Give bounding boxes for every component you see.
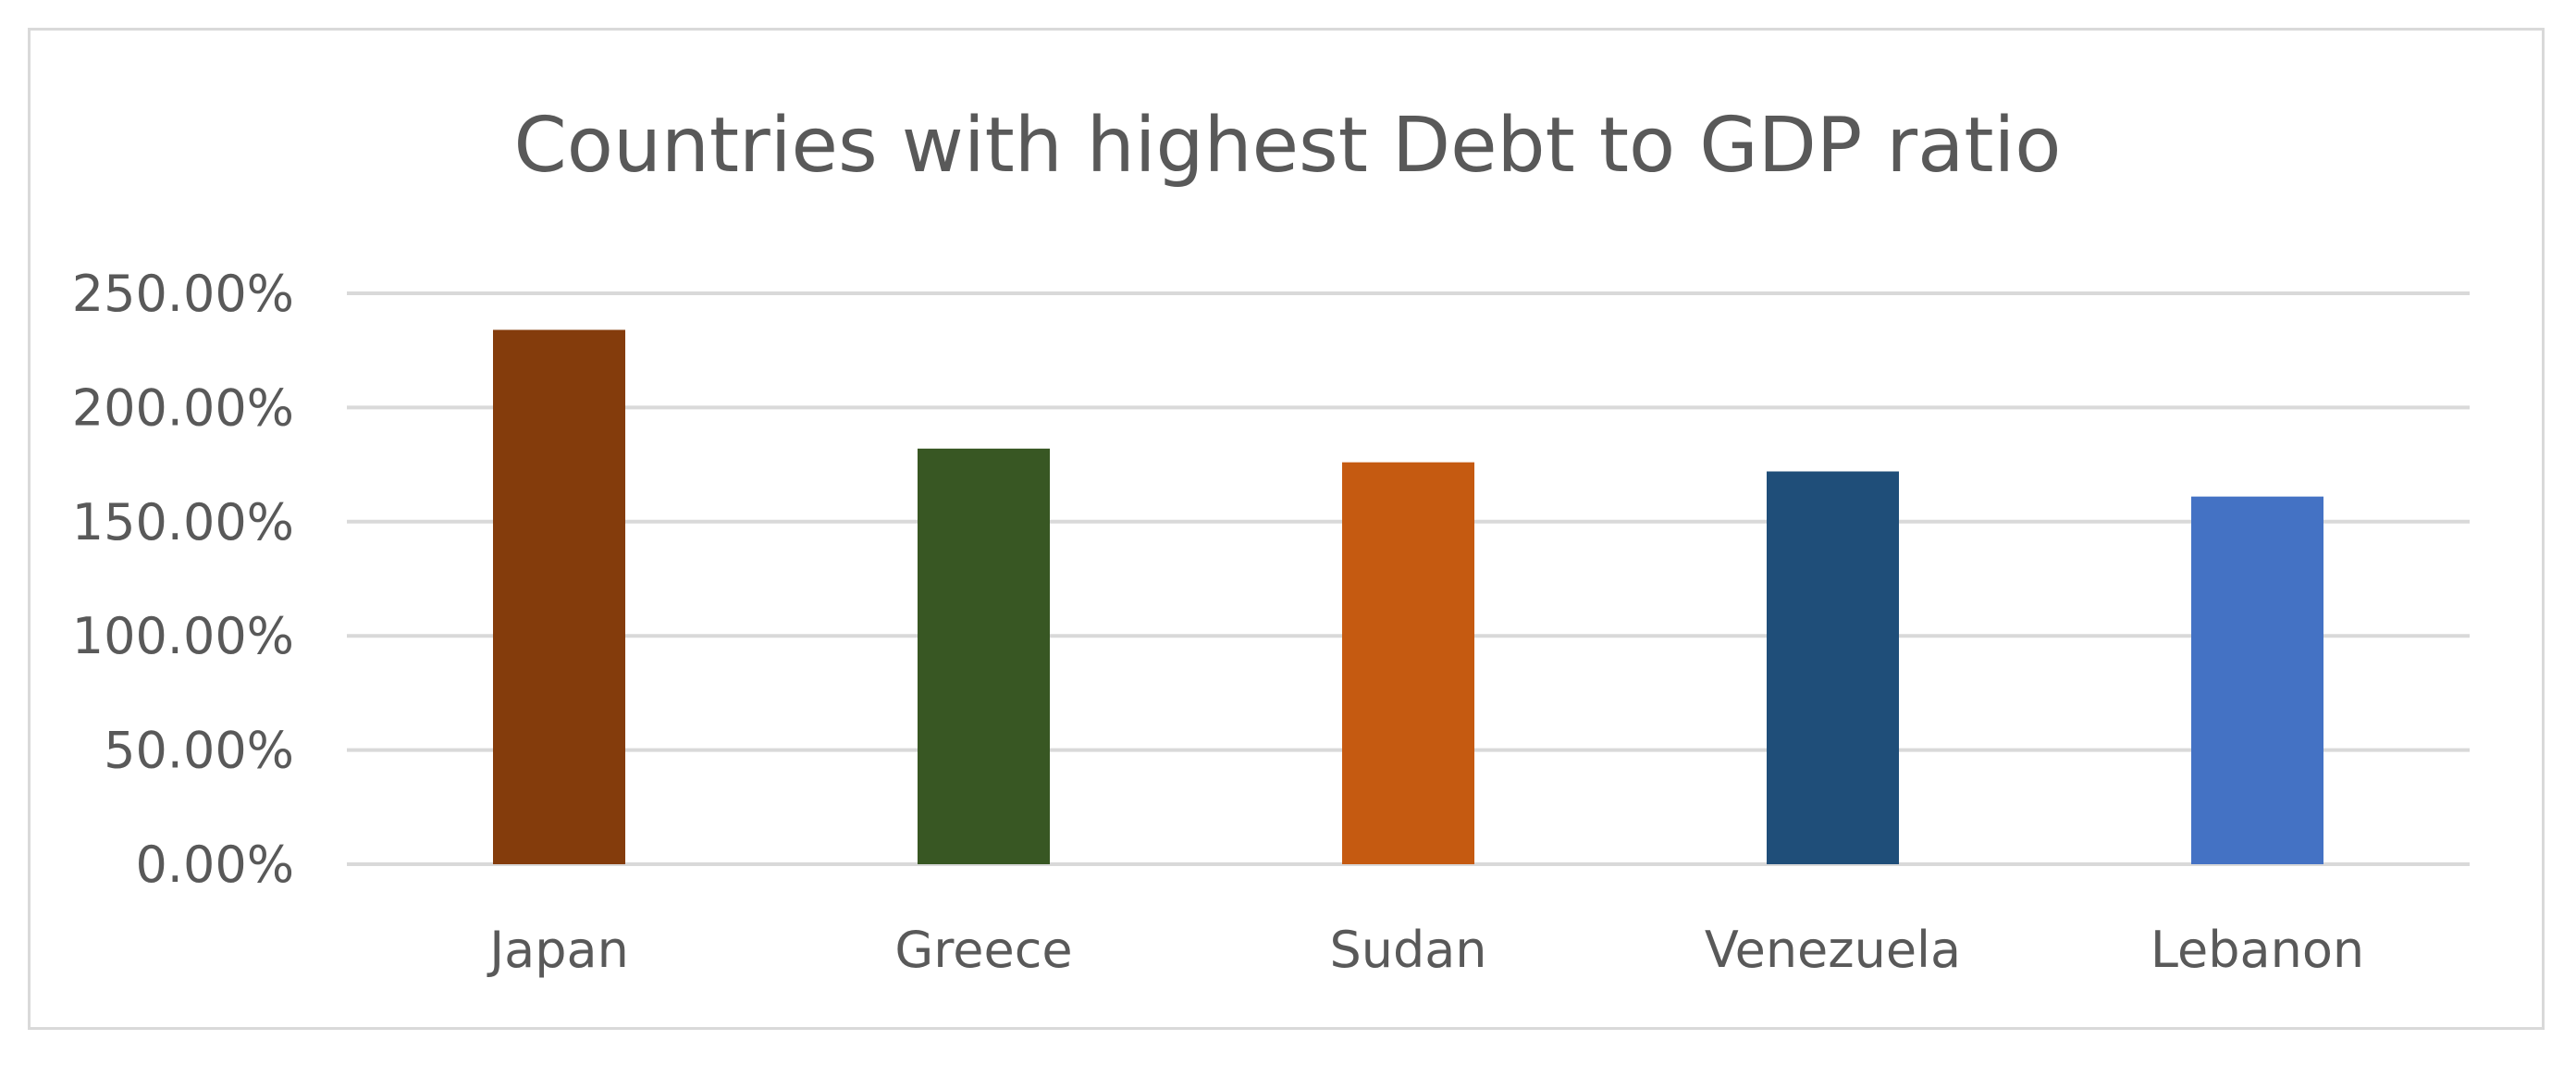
bar-greece bbox=[918, 448, 1050, 864]
chart-title: Countries with highest Debt to GDP ratio bbox=[514, 102, 2062, 190]
bar-venezuela bbox=[1767, 471, 1899, 864]
y-tick-label: 250.00% bbox=[72, 265, 294, 323]
y-axis-tick-labels: 0.00% 50.00% 100.00% 150.00% 200.00% 250.00% bbox=[72, 265, 294, 894]
y-tick-label: 100.00% bbox=[72, 607, 294, 665]
gridlines bbox=[347, 291, 2470, 866]
bars bbox=[493, 329, 2323, 864]
bar-lebanon bbox=[2191, 496, 2323, 864]
bar-japan bbox=[493, 329, 625, 864]
y-tick-label: 200.00% bbox=[72, 378, 294, 437]
x-category-label: Japan bbox=[487, 921, 629, 979]
y-tick-label: 150.00% bbox=[72, 493, 294, 551]
x-category-label: Sudan bbox=[1329, 921, 1486, 979]
y-tick-label: 0.00% bbox=[135, 836, 294, 894]
x-axis-category-labels: Japan Greece Sudan Venezuela Lebanon bbox=[487, 921, 2364, 979]
x-category-label: Venezuela bbox=[1705, 921, 1961, 979]
bar-sudan bbox=[1342, 462, 1474, 864]
x-category-label: Greece bbox=[894, 921, 1072, 979]
y-tick-label: 50.00% bbox=[104, 722, 294, 780]
x-category-label: Lebanon bbox=[2151, 921, 2364, 979]
